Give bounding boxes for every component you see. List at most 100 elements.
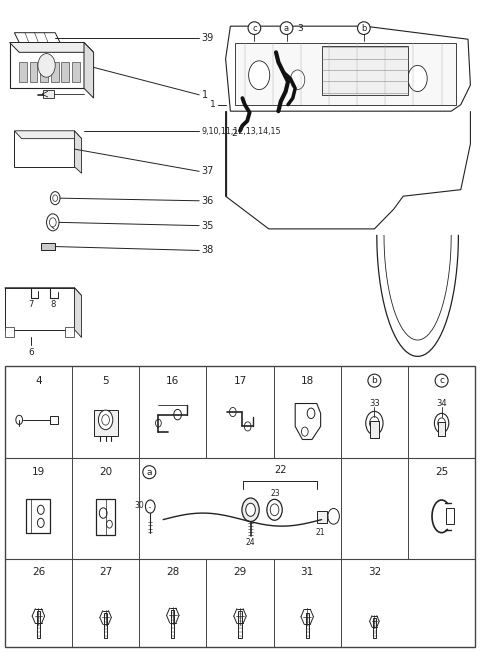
Circle shape [145,500,155,513]
Circle shape [229,407,236,417]
Text: 2: 2 [231,129,237,138]
Text: 35: 35 [202,220,214,231]
Text: b: b [361,24,367,33]
Bar [72,62,80,82]
Bar [305,613,309,638]
Circle shape [107,520,112,528]
Bar [5,288,74,330]
Polygon shape [14,131,82,139]
Text: a: a [146,468,152,477]
Text: 18: 18 [300,375,314,386]
Circle shape [366,411,383,435]
Bar [438,422,445,436]
Polygon shape [226,26,470,111]
Bar [61,62,69,82]
Circle shape [37,518,44,527]
Circle shape [438,418,445,428]
Circle shape [49,218,56,227]
Polygon shape [14,33,60,43]
Circle shape [156,419,161,427]
Circle shape [16,415,23,424]
Circle shape [50,192,60,205]
Circle shape [370,417,379,430]
Text: c: c [439,376,444,385]
Bar [235,43,456,105]
Bar [41,243,55,250]
Circle shape [307,408,315,419]
Bar [40,62,48,82]
Bar [5,366,475,647]
Bar [104,613,107,638]
Bar [370,421,379,438]
Bar [19,62,27,82]
Bar [50,416,58,424]
Polygon shape [74,131,82,173]
Circle shape [249,61,270,90]
Circle shape [38,54,55,77]
Bar [10,43,84,88]
Polygon shape [10,43,94,52]
Text: 39: 39 [202,33,214,43]
Text: 34: 34 [436,399,447,408]
Text: 30: 30 [135,501,144,509]
Text: 29: 29 [233,567,247,577]
Circle shape [242,498,259,522]
Text: 27: 27 [99,567,112,577]
Circle shape [301,427,308,436]
Polygon shape [84,43,94,98]
Text: 32: 32 [368,567,381,577]
Circle shape [328,509,339,525]
Circle shape [98,410,113,430]
Text: b: b [372,376,377,385]
Circle shape [99,508,107,518]
Text: 4: 4 [35,375,42,386]
Circle shape [53,195,58,201]
Text: 20: 20 [99,467,112,477]
Text: 9,10,11,12,13,14,15: 9,10,11,12,13,14,15 [202,127,281,136]
Circle shape [174,409,181,420]
Text: 19: 19 [32,467,45,477]
Polygon shape [74,288,82,337]
Circle shape [290,70,305,90]
Circle shape [37,505,44,514]
Bar [373,618,376,638]
Bar [94,410,118,436]
Bar [322,46,408,95]
Text: 26: 26 [32,567,45,577]
Text: 1: 1 [202,90,208,100]
Bar [30,62,37,82]
Circle shape [244,422,251,431]
Text: 38: 38 [202,245,214,256]
Text: 36: 36 [202,196,214,206]
Text: 24: 24 [246,538,255,547]
Circle shape [246,504,255,517]
Circle shape [270,504,279,515]
Text: 25: 25 [435,467,448,477]
Bar [65,327,74,337]
Circle shape [47,214,59,231]
Text: 28: 28 [166,567,180,577]
Text: 16: 16 [166,375,180,386]
Text: 6: 6 [28,348,34,357]
Text: a: a [284,24,289,33]
Text: 33: 33 [369,399,380,408]
Circle shape [267,500,282,521]
Text: c: c [252,24,257,33]
Bar [26,498,50,532]
Circle shape [434,413,449,433]
Bar [446,509,454,525]
Bar [171,610,175,638]
Text: 1: 1 [210,100,216,109]
Bar [14,131,74,167]
Text: 17: 17 [233,375,247,386]
Circle shape [408,65,427,92]
Text: 7: 7 [28,300,34,309]
Text: 23: 23 [271,489,280,498]
Polygon shape [5,288,82,296]
Bar [43,90,54,98]
Text: 3: 3 [298,24,303,33]
Text: 5: 5 [102,375,109,386]
Bar [317,511,327,523]
Bar [51,62,59,82]
Circle shape [102,415,109,425]
